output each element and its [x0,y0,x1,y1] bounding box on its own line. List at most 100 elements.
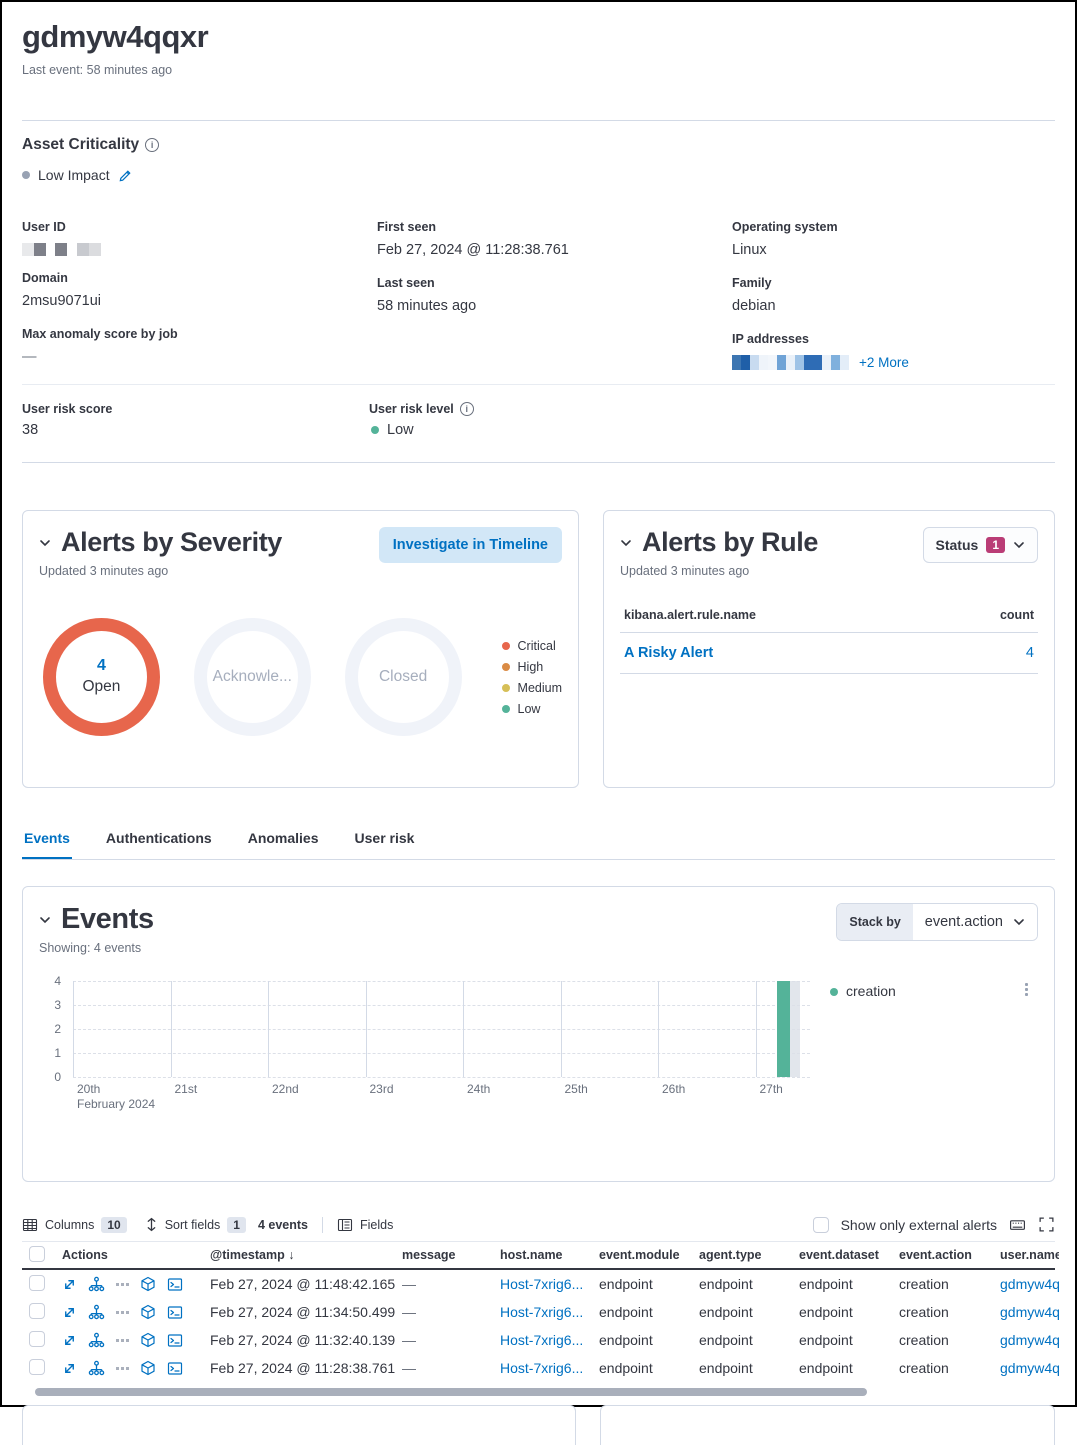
session-view-terminal-icon[interactable] [167,1361,183,1376]
x-axis-month-label: February 2024 [77,1097,156,1111]
row-checkbox[interactable] [29,1274,45,1291]
status-filter-button[interactable]: Status 1 [922,527,1038,563]
tab-user-risk[interactable]: User risk [354,830,415,846]
rule-name-link[interactable]: A Risky Alert [624,645,714,661]
more-actions-icon[interactable] [116,1282,129,1286]
x-axis-tick: 24th [467,1082,491,1096]
rule-count-value[interactable]: 4 [1025,645,1034,661]
session-view-terminal-icon[interactable] [167,1333,183,1348]
analyze-event-icon[interactable] [88,1360,105,1376]
tab-anomalies[interactable]: Anomalies [247,830,319,846]
horizontal-scrollbar-thumb[interactable] [35,1388,867,1396]
y-axis-tick: 3 [54,998,61,1012]
expand-event-icon[interactable] [62,1361,77,1376]
info-icon[interactable]: i [145,138,160,152]
user-name-link[interactable]: gdmyw4qqxr [1000,1360,1059,1376]
more-actions-icon[interactable] [116,1310,129,1314]
stack-by-select[interactable]: event.action [912,904,1037,940]
event-module-cell: endpoint [599,1276,653,1292]
timestamp-cell: Feb 27, 2024 @ 11:34:50.499 [210,1304,396,1320]
ip-more-link[interactable]: +2 More [859,354,909,370]
col-host-name[interactable]: host.name [500,1248,563,1262]
tab-authentications[interactable]: Authentications [105,830,212,846]
osquery-cube-icon[interactable] [140,1360,156,1376]
y-gridline [73,1077,810,1078]
chevron-down-icon[interactable] [39,537,51,549]
row-checkbox[interactable] [29,1302,45,1319]
family-value: debian [732,298,776,314]
analyze-event-icon[interactable] [88,1304,105,1320]
info-icon[interactable]: i [459,402,474,416]
closed-alerts-donut[interactable]: Closed [344,618,462,736]
acknowledged-alerts-donut[interactable]: Acknowle... [193,618,311,736]
col-message[interactable]: message [402,1248,456,1262]
columns-button[interactable]: Columns 10 [22,1216,127,1233]
osquery-cube-icon[interactable] [140,1276,156,1292]
investigate-in-timeline-button[interactable]: Investigate in Timeline [378,527,562,563]
col-agent-type[interactable]: agent.type [699,1248,762,1262]
domain-value: 2msu9071ui [22,293,101,309]
analyze-event-icon[interactable] [88,1332,105,1348]
chevron-down-icon[interactable] [39,914,51,926]
more-actions-icon[interactable] [116,1338,129,1342]
col-event-action[interactable]: event.action [899,1248,972,1262]
risk-level-value: Low [387,422,414,438]
col-event-module[interactable]: event.module [599,1248,680,1262]
y-gridline [73,981,810,982]
bar-creation[interactable] [776,981,790,1077]
edit-pencil-icon[interactable] [118,168,133,183]
more-actions-icon[interactable] [116,1366,129,1370]
x-gridline [268,981,269,1077]
sort-desc-arrow-icon: ↓ [288,1248,295,1262]
row-checkbox[interactable] [29,1358,45,1375]
user-name-link[interactable]: gdmyw4qqxr [1000,1304,1059,1320]
col-actions: Actions [62,1248,108,1262]
closed-alerts-label: Closed [378,668,428,685]
osquery-cube-icon[interactable] [140,1332,156,1348]
col-event-dataset[interactable]: event.dataset [799,1248,879,1262]
host-name-link[interactable]: Host-7xrig6... [500,1360,584,1376]
rule-name-header: kibana.alert.rule.name [624,608,757,622]
col-user-name[interactable]: user.name [1000,1248,1059,1262]
host-name-link[interactable]: Host-7xrig6... [500,1304,584,1320]
fullscreen-icon[interactable] [1038,1216,1055,1233]
legend-high: High [517,659,544,674]
message-cell: — [402,1332,416,1348]
message-cell: — [402,1360,416,1376]
col-timestamp[interactable]: @timestamp ↓ [210,1248,295,1262]
legend-creation[interactable]: creation [846,983,896,999]
sort-fields-button[interactable]: Sort fields 1 [145,1216,246,1233]
user-id-redacted-value [22,242,377,256]
select-all-checkbox[interactable] [29,1245,45,1262]
external-alerts-checkbox[interactable] [812,1216,829,1233]
chevron-down-icon[interactable] [620,537,632,549]
session-view-terminal-icon[interactable] [167,1305,183,1320]
rule-updated-text: Updated 3 minutes ago [620,564,750,578]
keyboard-shortcuts-icon[interactable] [1009,1216,1026,1233]
events-title: Events [61,903,154,935]
tab-events[interactable]: Events [22,822,72,859]
user-name-link[interactable]: gdmyw4qqxr [1000,1332,1059,1348]
rule-count-header: count [999,608,1034,622]
expand-event-icon[interactable] [62,1333,77,1348]
analyze-event-icon[interactable] [88,1276,105,1292]
user-name-link[interactable]: gdmyw4qqxr [1000,1276,1059,1292]
open-alerts-donut[interactable]: 4 Open [43,618,160,736]
last-seen-value: 58 minutes ago [377,298,477,314]
ip-addresses-redacted-value: +2 More [732,354,1055,370]
x-axis-tick: 20th February 2024 [77,1082,156,1111]
stack-by-control: Stack by event.action [836,903,1038,941]
chart-options-icon[interactable] [1025,983,1028,996]
fields-button[interactable]: Fields [337,1217,393,1233]
expand-event-icon[interactable] [62,1277,77,1292]
host-name-link[interactable]: Host-7xrig6... [500,1276,584,1292]
host-name-link[interactable]: Host-7xrig6... [500,1332,584,1348]
family-label: Family [732,276,772,290]
row-checkbox[interactable] [29,1330,45,1347]
session-view-terminal-icon[interactable] [167,1277,183,1292]
y-axis-tick: 0 [54,1070,61,1084]
expand-event-icon[interactable] [62,1305,77,1320]
event-dataset-cell: endpoint [799,1360,853,1376]
external-alerts-label: Show only external alerts [840,1216,997,1233]
osquery-cube-icon[interactable] [140,1304,156,1320]
